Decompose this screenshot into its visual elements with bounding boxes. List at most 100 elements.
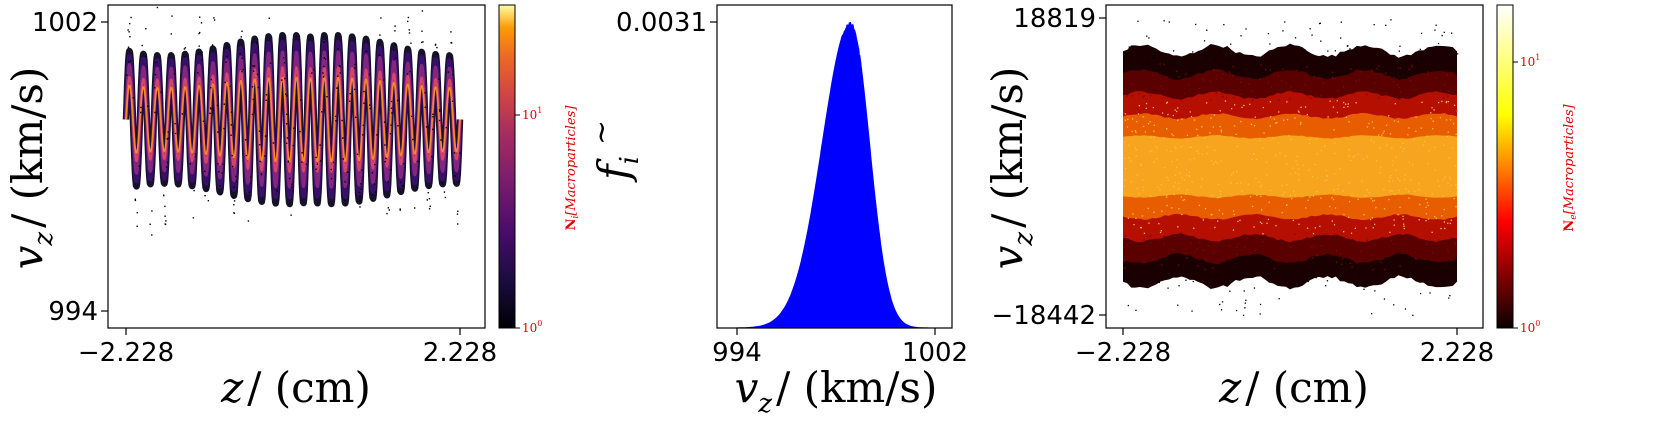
scatter-point xyxy=(1138,92,1140,95)
scatter-point xyxy=(1247,183,1249,185)
scatter-point xyxy=(414,207,416,209)
scatter-point xyxy=(416,187,419,189)
scatter-point xyxy=(1435,241,1437,243)
scatter-point xyxy=(1352,156,1354,158)
scatter-point xyxy=(378,54,381,56)
scatter-point xyxy=(1314,227,1316,229)
scatter-point xyxy=(1197,265,1199,267)
scatter-point xyxy=(1312,257,1314,259)
scatter-point xyxy=(1149,195,1152,197)
scatter-point xyxy=(1405,97,1408,99)
scatter-point xyxy=(363,90,365,93)
scatter-point xyxy=(426,199,428,201)
scatter-point xyxy=(1359,71,1361,73)
scatter-point xyxy=(1233,125,1236,127)
scatter-point xyxy=(1399,206,1401,208)
scatter-point xyxy=(1167,113,1169,116)
scatter-point xyxy=(412,138,414,141)
scatter-point xyxy=(384,144,386,146)
scatter-point xyxy=(1195,276,1197,278)
scatter-point xyxy=(451,100,454,102)
scatter-point xyxy=(1386,144,1388,146)
scatter-point xyxy=(1273,118,1276,120)
scatter-point xyxy=(1177,304,1179,306)
scatter-point xyxy=(264,135,267,137)
scatter-point xyxy=(1434,216,1436,218)
scatter-point xyxy=(1428,150,1430,152)
scatter-point xyxy=(1450,184,1452,187)
scatter-point xyxy=(1398,189,1400,191)
scatter-point xyxy=(359,206,361,208)
scatter-point xyxy=(1456,110,1459,112)
scatter-point xyxy=(432,116,434,118)
scatter-point xyxy=(1123,260,1125,263)
scatter-point xyxy=(1181,213,1183,216)
scatter-point xyxy=(1215,78,1217,80)
scatter-point xyxy=(330,168,332,171)
scatter-point xyxy=(1219,110,1221,112)
scatter-point xyxy=(353,88,356,91)
histogram-area xyxy=(736,21,935,329)
scatter-point xyxy=(1411,164,1414,166)
scatter-point xyxy=(1160,85,1162,87)
scatter-point xyxy=(336,75,339,77)
scatter-point xyxy=(1136,120,1138,123)
x-tick-label: −2.228 xyxy=(78,338,174,368)
scatter-point xyxy=(1149,235,1151,238)
scatter-point xyxy=(1334,142,1336,144)
ion-phase-space-panel: 1002 994 −2.228 2.228 z/ (cm) vz/ (km/s)… xyxy=(3,4,581,412)
scatter-point xyxy=(1348,148,1350,151)
scatter-point xyxy=(1314,163,1316,166)
scatter-point xyxy=(219,185,221,187)
scatter-point xyxy=(1244,302,1246,304)
scatter-point xyxy=(443,191,446,193)
scatter-point xyxy=(1294,37,1297,39)
scatter-point xyxy=(1435,24,1437,26)
scatter-point xyxy=(1316,191,1318,193)
scatter-point xyxy=(1219,50,1221,52)
scatter-point xyxy=(1184,73,1187,75)
scatter-point xyxy=(444,196,447,199)
scatter-point xyxy=(1286,204,1288,206)
scatter-point xyxy=(1142,189,1144,191)
scatter-point xyxy=(386,212,388,215)
scatter-point xyxy=(1124,247,1127,249)
scatter-point xyxy=(1159,241,1161,243)
scatter-point xyxy=(1363,214,1365,216)
scatter-point xyxy=(1307,95,1309,97)
scatter-point xyxy=(355,116,357,118)
scatter-point xyxy=(1183,179,1185,181)
scatter-point xyxy=(1339,253,1342,255)
colorbar-label: Ni[Macroparticles] xyxy=(564,105,581,231)
scatter-point xyxy=(1127,118,1129,120)
scatter-point xyxy=(1294,285,1296,287)
scatter-point xyxy=(376,134,378,136)
scatter-point xyxy=(427,192,429,194)
scatter-point xyxy=(1218,209,1220,211)
scatter-point xyxy=(220,193,223,195)
scatter-point xyxy=(1240,93,1242,95)
scatter-point xyxy=(1191,310,1193,312)
scatter-point xyxy=(1131,130,1133,133)
scatter-point xyxy=(156,6,159,9)
scatter-point xyxy=(1237,220,1239,223)
scatter-point xyxy=(1216,162,1219,164)
scatter-point xyxy=(252,98,254,101)
scatter-point xyxy=(1221,78,1223,80)
scatter-point xyxy=(152,178,154,180)
scatter-point xyxy=(209,112,211,114)
scatter-point xyxy=(1243,104,1245,107)
scatter-point xyxy=(1174,181,1176,184)
scatter-point xyxy=(1272,137,1274,139)
scatter-point xyxy=(1439,234,1441,236)
scatter-point xyxy=(269,62,272,64)
scatter-point xyxy=(1420,57,1422,59)
scatter-point xyxy=(321,111,323,113)
scatter-point xyxy=(452,73,454,76)
scatter-point xyxy=(213,19,216,21)
scatter-point xyxy=(346,171,349,173)
scatter-point xyxy=(1373,199,1376,202)
scatter-point xyxy=(1348,182,1350,184)
scatter-point xyxy=(1292,282,1294,284)
scatter-point xyxy=(1128,157,1130,159)
